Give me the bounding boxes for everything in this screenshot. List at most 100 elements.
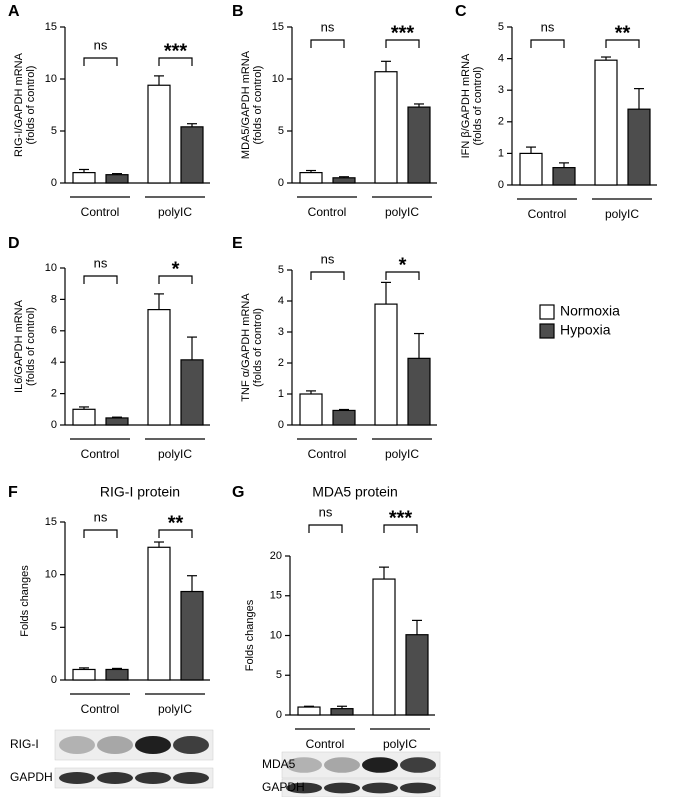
blot-band — [135, 772, 171, 784]
bar — [552, 167, 576, 186]
y-tick-label: 5 — [51, 125, 57, 137]
bar — [407, 357, 431, 426]
blot-band — [173, 772, 209, 784]
group-label: Control — [308, 447, 347, 461]
bar — [147, 309, 171, 426]
significance-label: * — [399, 254, 407, 276]
y-axis-label: Folds changes — [19, 565, 31, 637]
bar — [147, 84, 171, 184]
bar — [332, 409, 356, 426]
blot-band — [59, 736, 95, 754]
bar — [374, 71, 398, 184]
blot-band — [135, 736, 171, 754]
significance-bracket — [385, 39, 420, 48]
blot-band — [362, 757, 398, 773]
group-label: polyIC — [605, 207, 639, 221]
y-axis-label: IFN β/GAPDH mRNA — [460, 53, 472, 158]
y-axis-label: TNF α/GAPDH mRNA — [240, 293, 252, 402]
y-tick-label: 10 — [45, 73, 57, 85]
bar — [105, 417, 129, 426]
bar — [374, 303, 398, 426]
panel-letter: E — [232, 235, 243, 252]
significance-label: ns — [541, 19, 555, 34]
legend-label: Hypoxia — [560, 322, 611, 338]
bar — [105, 668, 129, 681]
y-tick-label: 6 — [51, 325, 57, 337]
significance-label: ns — [319, 504, 333, 519]
significance-bracket — [158, 275, 193, 284]
y-axis-label: IL6/GAPDH mRNA — [13, 299, 25, 393]
y-tick-label: 0 — [51, 674, 57, 686]
y-tick-label: 5 — [51, 621, 57, 633]
bar — [519, 152, 543, 186]
y-tick-label: 15 — [270, 590, 282, 602]
bar — [372, 578, 396, 716]
bar — [180, 359, 204, 426]
significance-label: ** — [168, 512, 184, 534]
significance-label: ns — [94, 37, 108, 52]
significance-label: *** — [391, 22, 415, 44]
y-tick-label: 0 — [498, 179, 504, 191]
y-tick-label: 15 — [45, 516, 57, 528]
group-label: Control — [308, 205, 347, 219]
y-tick-label: 0 — [276, 709, 282, 721]
blot-label: MDA5 — [262, 757, 296, 771]
y-tick-label: 2 — [498, 116, 504, 128]
blot-band — [286, 782, 322, 794]
significance-bracket — [385, 271, 420, 280]
significance-label: ns — [321, 251, 335, 266]
group-label: polyIC — [385, 205, 419, 219]
y-tick-label: 5 — [498, 21, 504, 33]
panel-letter: A — [8, 3, 20, 20]
blot-band — [324, 757, 360, 773]
panel-letter: C — [455, 3, 467, 20]
bar — [147, 546, 171, 681]
blot-label: RIG-I — [10, 737, 39, 751]
y-tick-label: 2 — [51, 388, 57, 400]
significance-bracket — [310, 39, 345, 48]
y-tick-label: 5 — [278, 125, 284, 137]
y-tick-label: 4 — [51, 356, 57, 368]
y-tick-label: 4 — [498, 53, 504, 65]
panel-letter: F — [8, 484, 18, 501]
y-axis-label: MDA5/GAPDH mRNA — [240, 50, 252, 159]
legend-swatch — [539, 304, 555, 320]
significance-bracket — [383, 524, 418, 533]
bar — [72, 668, 96, 681]
bar — [299, 393, 323, 426]
y-axis-label: (folds of control) — [252, 308, 264, 387]
panel-title: MDA5 protein — [312, 484, 398, 500]
bar — [180, 126, 204, 184]
y-axis-label: (folds of control) — [25, 66, 37, 145]
panel-title: RIG-I protein — [100, 484, 180, 500]
blot-band — [59, 772, 95, 784]
bar — [299, 172, 323, 184]
y-tick-label: 10 — [45, 262, 57, 274]
blot-strip — [281, 778, 441, 797]
panel-letter: G — [232, 484, 244, 501]
y-tick-label: 3 — [278, 326, 284, 338]
bar — [72, 172, 96, 184]
group-label: Control — [81, 702, 120, 716]
significance-label: *** — [389, 507, 413, 529]
significance-bracket — [83, 275, 118, 284]
blot-strip — [54, 767, 214, 789]
significance-label: ns — [321, 19, 335, 34]
y-axis-label: RIG-I/GAPDH mRNA — [13, 52, 25, 157]
y-tick-label: 0 — [278, 177, 284, 189]
significance-label: ** — [615, 22, 631, 44]
bar — [332, 177, 356, 184]
group-label: Control — [528, 207, 567, 221]
group-label: Control — [81, 205, 120, 219]
significance-bracket — [530, 39, 565, 48]
bar — [407, 106, 431, 184]
blot-label: GAPDH — [10, 770, 53, 784]
blot-band — [324, 782, 360, 794]
bar — [180, 590, 204, 681]
bar — [297, 706, 321, 716]
significance-label: * — [172, 258, 180, 280]
blot-band — [400, 782, 436, 794]
bar — [405, 634, 429, 716]
group-label: Control — [306, 737, 345, 751]
